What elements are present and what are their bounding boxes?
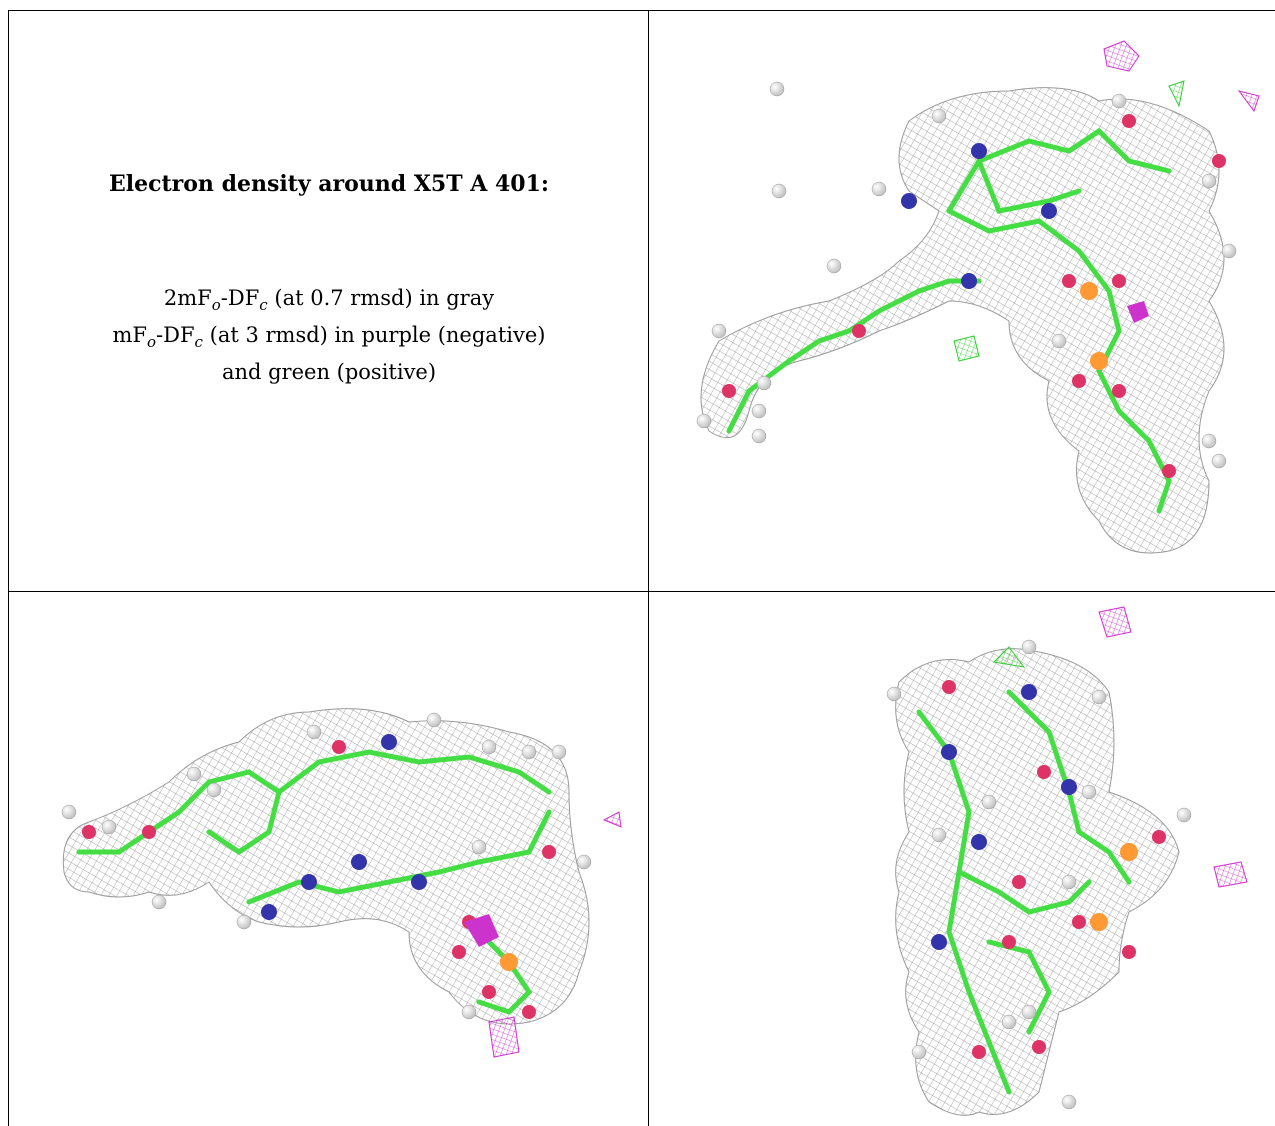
legend-line-fo-fc: mFo-DFc (at 3 rmsd) in purple (negative) [9, 320, 648, 357]
positive-density-blob [954, 336, 979, 361]
legend-line-2fo-fc: 2mFo-DFc (at 0.7 rmsd) in gray [9, 283, 648, 320]
negative-density-blob [1214, 862, 1247, 887]
view-bottom-left [9, 592, 648, 1126]
caption-cell: Electron density around X5T A 401: 2mFo-… [9, 11, 648, 591]
density-render-3 [649, 592, 1275, 1126]
density-render-2 [9, 592, 648, 1126]
map-legend: 2mFo-DFc (at 0.7 rmsd) in gray mFo-DFc (… [9, 283, 648, 387]
negative-density-blob [1099, 607, 1131, 637]
negative-density-blob [604, 812, 621, 827]
positive-density-blob [1169, 81, 1184, 106]
legend-line-colors: and green (positive) [9, 357, 648, 387]
negative-density-blob [1239, 91, 1259, 111]
view-bottom-right [649, 592, 1275, 1126]
negative-density-blob [489, 1017, 519, 1057]
figure-table: Electron density around X5T A 401: 2mFo-… [8, 10, 1275, 1126]
negative-density-blob [1104, 41, 1139, 71]
figure-title: Electron density around X5T A 401: [9, 171, 648, 197]
view-top-right [649, 11, 1275, 591]
density-render-1 [649, 11, 1275, 591]
